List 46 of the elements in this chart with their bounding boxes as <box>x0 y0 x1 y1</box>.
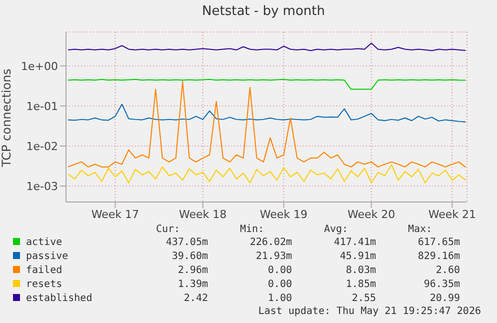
text: 0.00 <box>266 278 292 292</box>
text: 2.96m <box>176 264 208 278</box>
text: Cur: <box>154 224 182 236</box>
x-tick-label: Week 21 <box>428 208 476 221</box>
text: 8.03m <box>344 264 376 278</box>
text: 1.39m <box>176 278 208 292</box>
text: 2.42 <box>182 292 208 306</box>
line-series <box>68 104 466 123</box>
line-series <box>68 78 466 90</box>
y-tick-label: 1e+00 <box>21 60 58 73</box>
text: 226.02m <box>248 236 292 250</box>
text: 96.35m <box>422 278 460 292</box>
y-tick-label: 1e-02 <box>26 140 58 153</box>
y-tick-label: 1e-03 <box>26 180 58 193</box>
chart-title: Netstat - by month <box>201 3 326 21</box>
y-tick-label: 1e-01 <box>26 100 58 113</box>
text: 21.93m <box>254 250 292 264</box>
text: 20.99 <box>428 292 460 306</box>
text: 1.85m <box>344 278 376 292</box>
text: Max: <box>406 224 434 236</box>
legend-label: failed <box>25 264 64 278</box>
legend-label: resets <box>25 278 64 292</box>
legend-label: passive <box>25 250 70 264</box>
text: 45.91m <box>338 250 376 264</box>
text: 417.41m <box>332 236 376 250</box>
text: 2.55 <box>350 292 376 306</box>
text: 617.65m <box>416 236 460 250</box>
x-tick-label: Week 20 <box>347 208 396 221</box>
x-tick-label: Week 19 <box>260 208 308 221</box>
line-series <box>68 164 466 184</box>
text: 829.16m <box>416 250 460 264</box>
legend-label: established <box>25 292 94 306</box>
line-series <box>68 80 466 168</box>
text: 0.00 <box>266 264 292 278</box>
legend-label: active <box>25 236 64 250</box>
text: 39.60m <box>170 250 208 264</box>
text: Last update: Thu May 21 19:25:47 2026 <box>257 306 482 317</box>
text: 1.00 <box>266 292 292 306</box>
x-tick-label: Week 17 <box>91 208 140 221</box>
line-series <box>68 42 466 52</box>
text: 437.05m <box>164 236 208 250</box>
text: 2.60 <box>434 264 460 278</box>
text: Avg: <box>322 224 350 236</box>
x-tick-label: Week 18 <box>178 208 227 221</box>
text: Min: <box>238 224 266 236</box>
y-axis-title: TCP connections <box>0 68 14 168</box>
